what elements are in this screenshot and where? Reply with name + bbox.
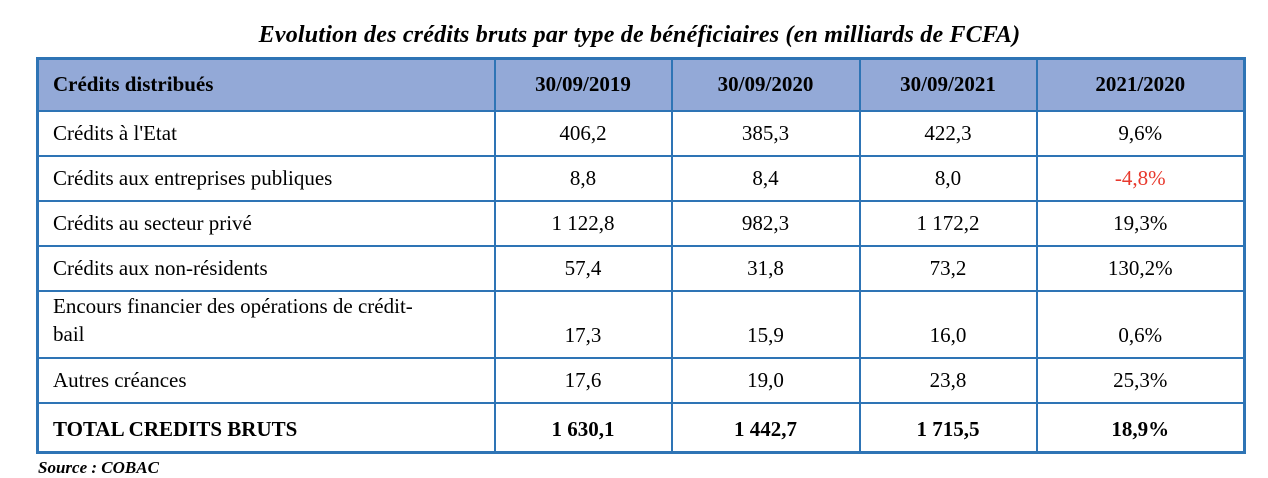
cell-value: 1 172,2 (858, 199, 1038, 247)
cell-value: 25,3% (1035, 357, 1246, 405)
table-header: Crédits distribués 30/09/2019 30/09/2020… (36, 57, 1246, 112)
cell-value: 17,6 (493, 357, 673, 405)
cell-value: 130,2% (1035, 244, 1246, 292)
row-label: Autres créances (36, 357, 496, 405)
row-label-text: Encours financier des opérations de créd… (53, 293, 413, 346)
cell-value-negative: -4,8% (1035, 154, 1246, 202)
header-2021-2020: 2021/2020 (1035, 57, 1246, 112)
cell-value: 1 122,8 (493, 199, 673, 247)
table-row-non-residents: Crédits aux non-résidents 57,4 31,8 73,2… (36, 244, 1246, 292)
cell-value: 422,3 (858, 109, 1038, 157)
cell-value: 73,2 (858, 244, 1038, 292)
total-value: 1 630,1 (493, 402, 673, 454)
cell-value: 385,3 (670, 109, 861, 157)
cell-value: 15,9 (670, 289, 861, 360)
cell-value: 19,0 (670, 357, 861, 405)
cell-value: 31,8 (670, 244, 861, 292)
header-30-09-2019: 30/09/2019 (493, 57, 673, 112)
cell-value: 16,0 (858, 289, 1038, 360)
total-label: TOTAL CREDITS BRUTS (36, 402, 496, 454)
table-body: Crédits à l'Etat 406,2 385,3 422,3 9,6% … (36, 109, 1246, 454)
cell-value: 8,4 (670, 154, 861, 202)
table-title: Evolution des crédits bruts par type de … (258, 22, 1021, 48)
table-row-credits-etat: Crédits à l'Etat 406,2 385,3 422,3 9,6% (36, 109, 1246, 157)
cell-value: 57,4 (493, 244, 673, 292)
total-value: 18,9% (1035, 402, 1246, 454)
header-30-09-2021: 30/09/2021 (858, 57, 1038, 112)
table-row-secteur-prive: Crédits au secteur privé 1 122,8 982,3 1… (36, 199, 1246, 247)
header-credits-distribues: Crédits distribués (36, 57, 496, 112)
header-row: Crédits distribués 30/09/2019 30/09/2020… (36, 57, 1246, 112)
row-label: Crédits aux entreprises publiques (36, 154, 496, 202)
row-label: Crédits à l'Etat (36, 109, 496, 157)
row-label: Encours financier des opérations de créd… (36, 289, 496, 360)
row-label: Crédits aux non-résidents (36, 244, 496, 292)
cell-value: 19,3% (1035, 199, 1246, 247)
cell-value: 8,0 (858, 154, 1038, 202)
table-row-total: TOTAL CREDITS BRUTS 1 630,1 1 442,7 1 71… (36, 402, 1246, 454)
header-30-09-2020: 30/09/2020 (670, 57, 861, 112)
cell-value: 406,2 (493, 109, 673, 157)
cell-value: 17,3 (493, 289, 673, 360)
cell-value: 8,8 (493, 154, 673, 202)
row-label: Crédits au secteur privé (36, 199, 496, 247)
total-value: 1 442,7 (670, 402, 861, 454)
table-row-autres-creances: Autres créances 17,6 19,0 23,8 25,3% (36, 357, 1246, 405)
credits-table: Crédits distribués 30/09/2019 30/09/2020… (36, 57, 1246, 454)
source-note: Source : COBAC (38, 457, 159, 477)
cell-value: 982,3 (670, 199, 861, 247)
total-value: 1 715,5 (858, 402, 1038, 454)
table-row-credit-bail: Encours financier des opérations de créd… (36, 289, 1246, 360)
table-row-entreprises-publiques: Crédits aux entreprises publiques 8,8 8,… (36, 154, 1246, 202)
cell-value: 23,8 (858, 357, 1038, 405)
cell-value: 9,6% (1035, 109, 1246, 157)
cell-value: 0,6% (1035, 289, 1246, 360)
